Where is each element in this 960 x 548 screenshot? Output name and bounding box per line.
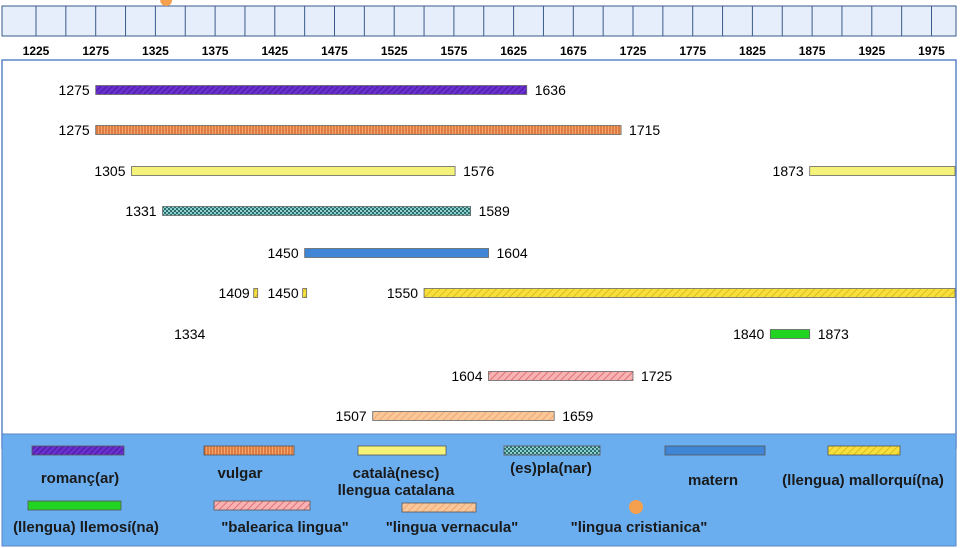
year-label: 1576 [463, 163, 494, 179]
year-label: 1604 [497, 245, 528, 261]
year-label: 1275 [59, 122, 90, 138]
event-dot [160, 0, 173, 6]
timeline-bar [162, 206, 472, 216]
year-label: 1715 [629, 122, 660, 138]
legend-label: vulgar [217, 465, 262, 482]
year-label: 1334 [174, 326, 205, 342]
x-tick-label: 1375 [202, 44, 229, 58]
legend-swatch [664, 445, 766, 456]
legend-swatch [203, 445, 295, 456]
x-tick-label: 1425 [261, 44, 288, 58]
year-label: 1589 [479, 203, 510, 219]
legend-swatch [629, 500, 643, 514]
x-tick-label: 1675 [560, 44, 587, 58]
legend-label: matern [688, 472, 738, 489]
year-label: 1725 [641, 368, 672, 384]
timeline-bar [809, 166, 956, 176]
year-label: 1275 [59, 82, 90, 98]
x-tick-label: 1225 [23, 44, 50, 58]
x-tick-label: 1975 [918, 44, 945, 58]
x-tick-label: 1925 [858, 44, 885, 58]
year-label: 1840 [733, 326, 764, 342]
year-label: 1331 [125, 203, 156, 219]
year-label: 1659 [562, 408, 593, 424]
legend-swatch [401, 502, 477, 513]
timeline-bar [372, 411, 555, 421]
legend-label: "balearica lingua" [221, 519, 349, 536]
legend-swatch [31, 445, 125, 456]
x-tick-label: 1725 [620, 44, 647, 58]
timeline-bar [769, 329, 811, 339]
x-tick-label: 1525 [381, 44, 408, 58]
x-tick-label: 1575 [441, 44, 468, 58]
timeline-bar [488, 371, 634, 381]
legend-swatch [357, 445, 447, 456]
legend-swatch [503, 445, 601, 456]
legend-label: llengua catalana [338, 482, 455, 499]
timeline-bar [304, 248, 489, 258]
timeline-bar [95, 85, 528, 95]
legend-swatch [213, 500, 311, 511]
year-labels: 1275 1636 1275 1715 1305 1576 1873 1331 1589 1450… [59, 82, 850, 424]
year-label: 1450 [267, 245, 298, 261]
year-label: 1450 [267, 285, 298, 301]
legend-label: romanç(ar) [41, 470, 119, 487]
timeline-bar [253, 288, 259, 298]
x-tick-label: 1275 [82, 44, 109, 58]
legend-label: "lingua cristianica" [571, 519, 708, 536]
legend-swatch [27, 500, 122, 511]
x-tick-label: 1775 [679, 44, 706, 58]
timeline-bar [423, 288, 956, 298]
year-label: 1507 [336, 408, 367, 424]
timeline-rows [95, 0, 956, 421]
x-tick-label: 1825 [739, 44, 766, 58]
legend-label: català(nesc) [353, 465, 440, 482]
timeline-bar [131, 166, 456, 176]
year-ruler: 1225 1275 1325 1375 1425 1475 1525 1575 1625 1675… [1, 5, 957, 58]
legend-label: (llengua) llemosí(na) [13, 519, 159, 536]
year-label: 1604 [451, 368, 482, 384]
x-tick-label: 1625 [500, 44, 527, 58]
year-label: 1550 [387, 285, 418, 301]
x-tick-label: 1875 [799, 44, 826, 58]
legend-label: (es)pla(nar) [510, 460, 592, 477]
legend-label: "lingua vernacula" [386, 519, 519, 536]
year-label: 1305 [94, 163, 125, 179]
legend-swatch [827, 445, 901, 456]
year-label: 1636 [535, 82, 566, 98]
timeline-bar [302, 288, 308, 298]
ruler-band [1, 5, 957, 37]
timeline-bar [95, 125, 622, 135]
year-label: 1873 [773, 163, 804, 179]
legend: romanç(ar) vulgar català(nesc)llengua cata… [1, 433, 957, 547]
year-label: 1409 [219, 285, 250, 301]
x-tick-label: 1475 [321, 44, 348, 58]
legend-label: (llengua) mallorquí(na) [782, 472, 944, 489]
year-label: 1873 [818, 326, 849, 342]
legend-panel [1, 433, 957, 547]
x-tick-label: 1325 [142, 44, 169, 58]
